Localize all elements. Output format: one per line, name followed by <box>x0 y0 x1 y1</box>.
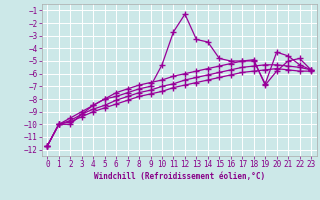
X-axis label: Windchill (Refroidissement éolien,°C): Windchill (Refroidissement éolien,°C) <box>94 172 265 181</box>
